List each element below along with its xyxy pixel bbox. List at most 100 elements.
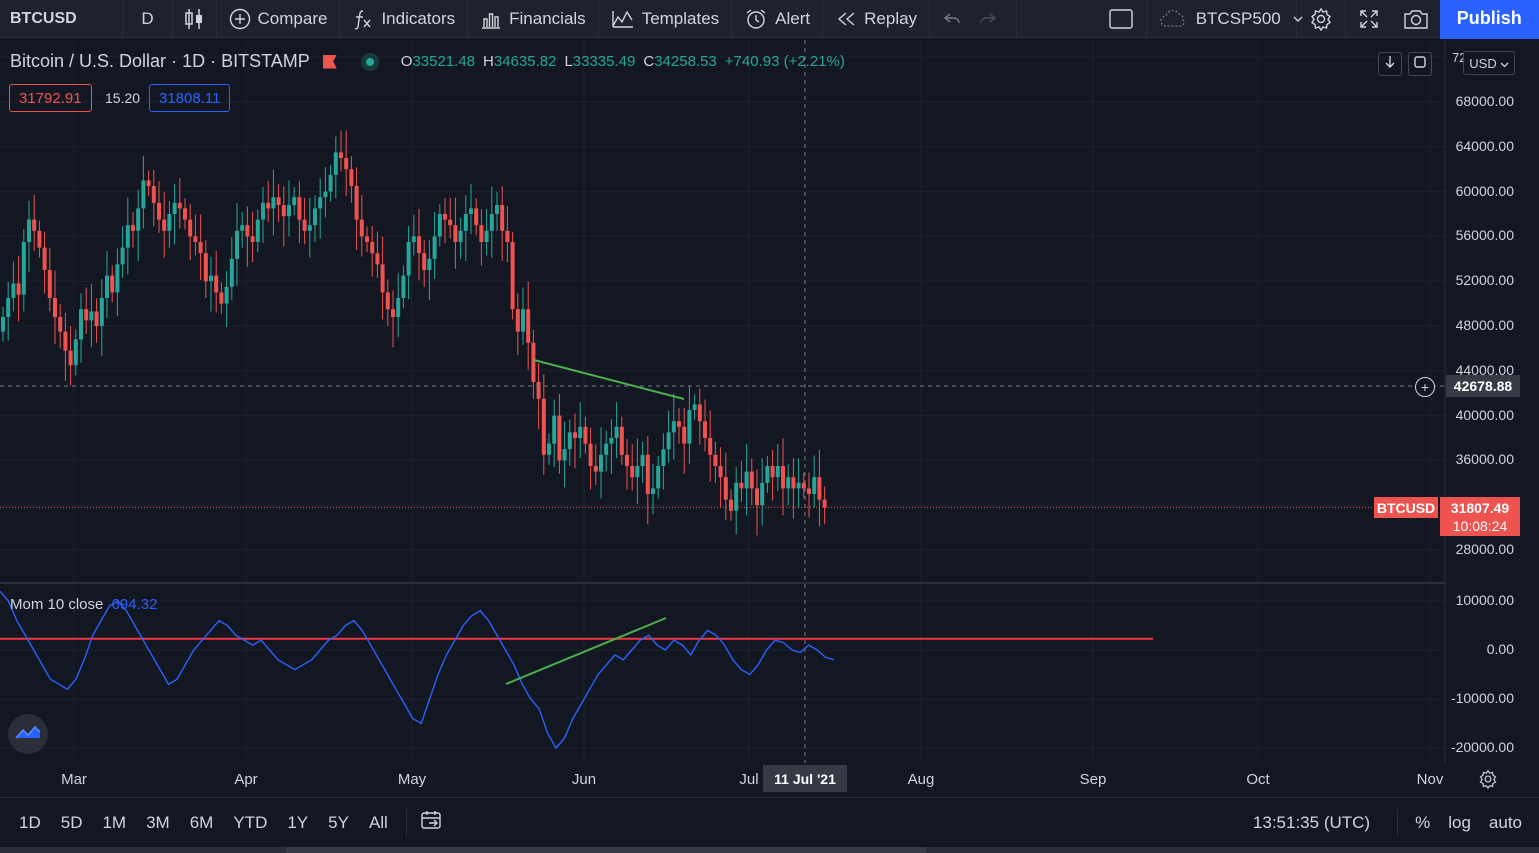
- candle-body: [391, 309, 395, 318]
- momentum-trendline: [505, 617, 667, 685]
- candle-body: [297, 197, 302, 220]
- last-price-symbol-label: BTCUSD: [1374, 497, 1438, 518]
- chart-canvas[interactable]: [0, 40, 1446, 763]
- snapshot-button[interactable]: [1392, 0, 1440, 38]
- chart-type-button[interactable]: [173, 0, 217, 38]
- publish-button[interactable]: Publish: [1439, 0, 1539, 39]
- price-axis-top-partial: 72: [1452, 50, 1467, 65]
- add-alert-plus-icon[interactable]: +: [1415, 377, 1435, 397]
- candle-body: [27, 219, 31, 242]
- candle-body: [21, 242, 26, 295]
- candle-body: [167, 214, 172, 231]
- candle-body: [723, 477, 728, 500]
- symbol-search-button[interactable]: BTCUSD: [0, 0, 124, 38]
- redo-icon: [978, 9, 998, 29]
- tradingview-logo[interactable]: [8, 714, 48, 754]
- range-tab-3m[interactable]: 3M: [146, 812, 170, 832]
- sell-price-box[interactable]: 31792.91: [9, 84, 92, 112]
- candle-body: [796, 482, 801, 489]
- scroll-to-bottom-button[interactable]: [1378, 52, 1402, 76]
- symbol-legend[interactable]: Bitcoin / U.S. Dollar · 1D · BITSTAMP O3…: [10, 51, 845, 71]
- range-tab-5y[interactable]: 5Y: [328, 812, 349, 832]
- auto-scale-toggle[interactable]: auto: [1488, 813, 1522, 832]
- candle-body: [53, 298, 57, 318]
- time-axis-label: Jun: [571, 771, 597, 788]
- templates-button[interactable]: Templates: [599, 0, 733, 38]
- candle-body: [68, 350, 73, 366]
- axis-settings-button[interactable]: [1478, 769, 1498, 794]
- utc-clock[interactable]: 13:51:35 (UTC): [1252, 813, 1371, 832]
- candle-body: [266, 202, 271, 209]
- range-tab-1m[interactable]: 1M: [102, 812, 127, 832]
- range-tab-all[interactable]: All: [368, 812, 388, 832]
- indicators-button[interactable]: Indicators: [340, 0, 469, 38]
- currency-select[interactable]: USD: [1463, 51, 1515, 75]
- bar-chart-icon: [480, 8, 502, 30]
- candle-body: [141, 180, 146, 209]
- percent-scale-toggle[interactable]: %: [1415, 813, 1431, 832]
- candle-body: [463, 214, 468, 231]
- range-tab-1d[interactable]: 1D: [19, 812, 41, 832]
- candle-body: [151, 186, 156, 203]
- candle-body: [526, 309, 531, 343]
- financials-button[interactable]: Financials: [468, 0, 599, 38]
- candle-body: [599, 454, 603, 472]
- fx-icon: [352, 8, 374, 30]
- fullscreen-toggle-button[interactable]: [1097, 0, 1147, 38]
- candle-body: [110, 275, 115, 293]
- range-tab-1y[interactable]: 1Y: [287, 812, 309, 832]
- candle-body: [255, 219, 260, 242]
- replay-button[interactable]: Replay: [823, 0, 931, 38]
- undo-button[interactable]: [930, 0, 970, 38]
- goto-date-button[interactable]: [421, 810, 443, 835]
- candle-body: [703, 421, 707, 438]
- horizontal-scrollbar[interactable]: [0, 847, 1539, 853]
- log-scale-toggle[interactable]: log: [1448, 813, 1471, 832]
- candle-body: [359, 219, 364, 237]
- last-price-value: 31807.49: [1450, 499, 1510, 516]
- flag-icon[interactable]: [322, 54, 337, 69]
- candle-body: [495, 205, 499, 214]
- candle-body: [115, 264, 120, 293]
- candle-body: [375, 253, 380, 265]
- candle-body: [271, 197, 276, 209]
- candle-body: [484, 230, 489, 242]
- candle-body: [47, 270, 52, 298]
- time-axis-label: Nov: [1416, 771, 1444, 788]
- compare-button[interactable]: Compare: [217, 0, 341, 38]
- candle-body: [536, 382, 541, 399]
- settings-button[interactable]: [1297, 0, 1347, 38]
- time-axis-label: Aug: [907, 771, 935, 788]
- price-axis-label: 40000.00: [1455, 406, 1514, 423]
- redo-button[interactable]: [970, 0, 1018, 38]
- time-axis-label: Oct: [1246, 771, 1270, 788]
- range-tab-5d[interactable]: 5D: [60, 812, 83, 832]
- buy-price-box[interactable]: 31808.11: [149, 84, 231, 112]
- range-tab-ytd[interactable]: YTD: [233, 812, 268, 832]
- candle-body: [422, 253, 427, 270]
- maximize-pane-button[interactable]: [1408, 52, 1432, 76]
- momentum-value: 694.32: [111, 596, 158, 613]
- candle-body: [79, 309, 83, 340]
- candle-body: [671, 421, 676, 433]
- alert-button[interactable]: Alert: [732, 0, 824, 38]
- interval-button[interactable]: D: [123, 0, 173, 38]
- low-label: L: [564, 53, 573, 70]
- candle-body: [614, 426, 619, 438]
- templates-icon: [611, 8, 635, 30]
- range-tab-6m[interactable]: 6M: [189, 812, 214, 832]
- momentum-legend[interactable]: Mom 10 close 694.32: [10, 596, 157, 613]
- candle-body: [385, 292, 390, 310]
- scrollbar-thumb[interactable]: [286, 847, 926, 853]
- candle-body: [276, 197, 281, 206]
- price-axis-label: 28000.00: [1455, 541, 1514, 557]
- crosshair-date-label: 11 Jul '21: [763, 765, 847, 792]
- momentum-line: [0, 590, 835, 750]
- expand-button[interactable]: [1346, 0, 1392, 38]
- candle-body: [510, 242, 515, 310]
- candle-body: [105, 275, 109, 298]
- camera-icon: [1403, 8, 1429, 30]
- chart-pane[interactable]: [0, 40, 1446, 763]
- candle-body: [547, 443, 551, 455]
- compare-symbol-button[interactable]: BTCSP500: [1147, 0, 1303, 38]
